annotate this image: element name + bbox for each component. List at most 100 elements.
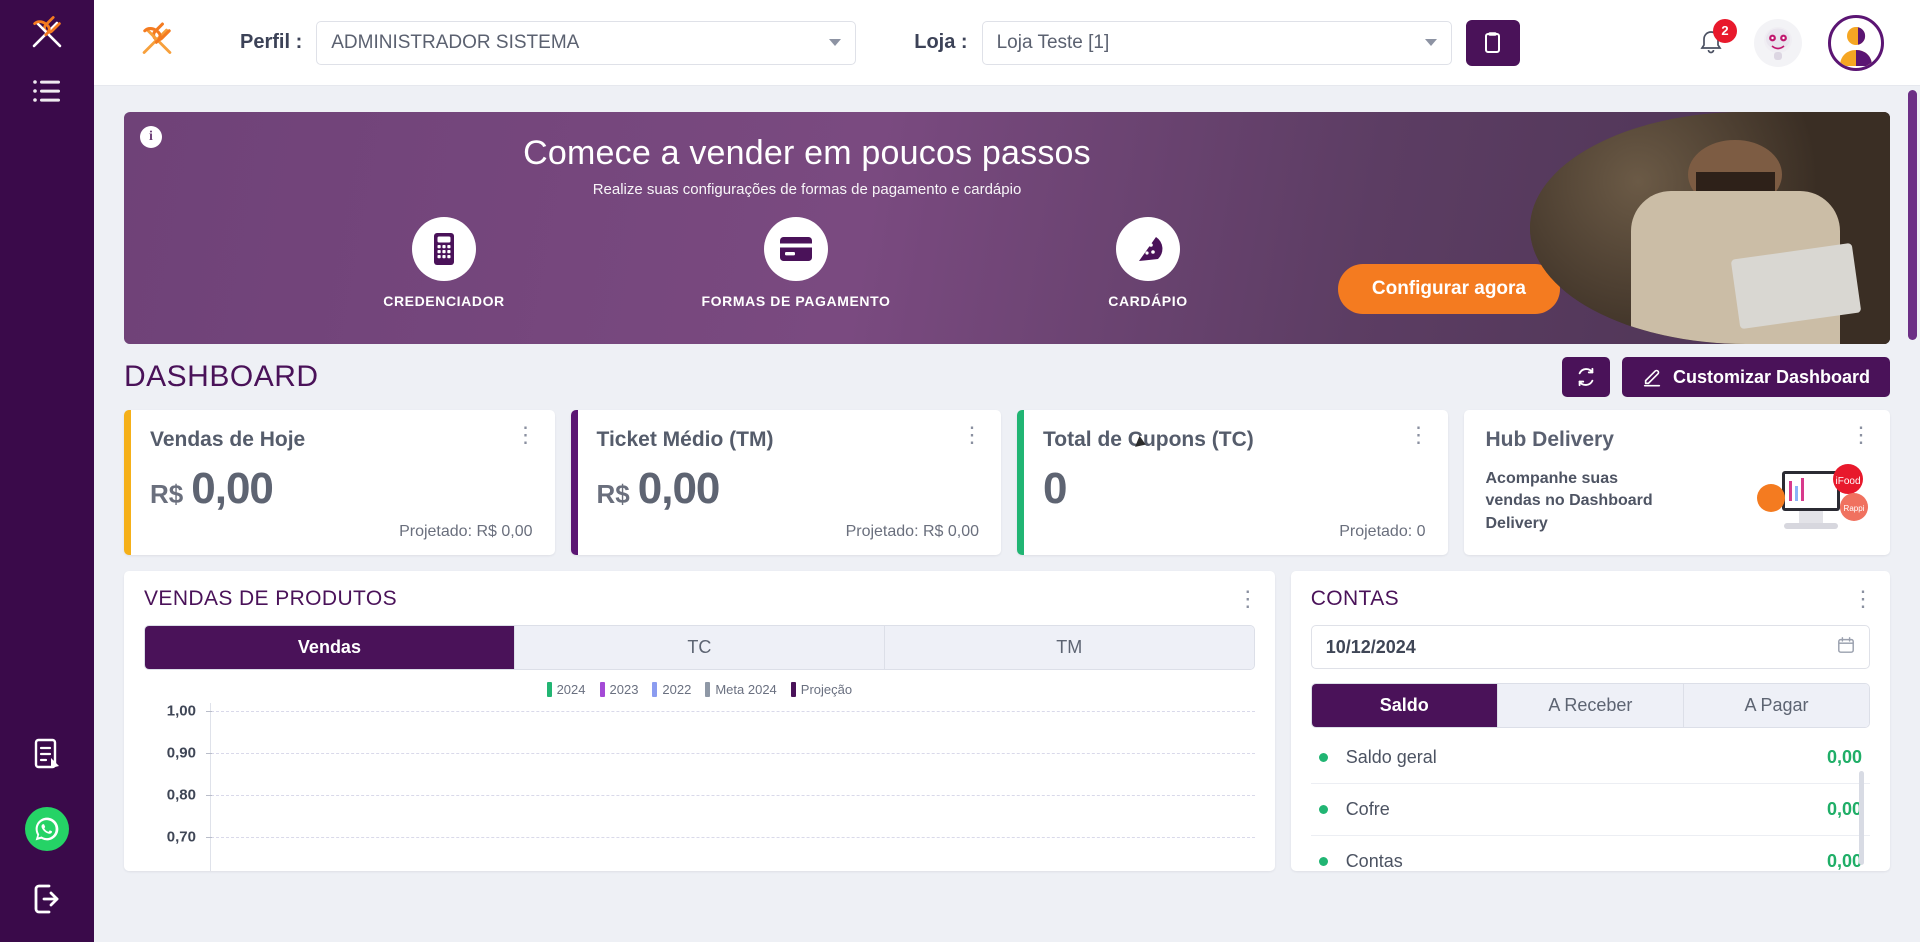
fork-knife-logo-icon [32, 16, 62, 48]
contas-date-value: 10/12/2024 [1325, 636, 1416, 657]
credit-card-icon [780, 237, 812, 261]
refresh-icon [1578, 367, 1594, 387]
logout-icon [34, 884, 59, 914]
contas-list-scrollbar[interactable] [1859, 771, 1864, 865]
list-item[interactable]: Contas 0,00 [1311, 836, 1870, 871]
kpi-row: Vendas de Hoje ⋮ R$ 0,00 Projetado: R$ 0… [124, 410, 1890, 555]
tab-saldo[interactable]: Saldo [1311, 684, 1498, 727]
account-value: 0,00 [1826, 851, 1862, 871]
copy-store-button[interactable] [1465, 19, 1520, 66]
whatsapp-icon [35, 817, 59, 841]
y-tick-label: 0,80 [166, 786, 196, 804]
hub-head: Hub Delivery ⋮ [1486, 422, 1873, 452]
kpi-projected: Projetado: 0 [1339, 523, 1426, 540]
list-item[interactable]: Saldo geral 0,00 [1310, 732, 1870, 784]
configurar-agora-button[interactable]: Configurar agora [1337, 264, 1560, 314]
step-label: CREDENCIADOR [383, 293, 505, 309]
kebab-menu-icon[interactable]: ⋮ [1852, 586, 1874, 611]
refresh-button[interactable] [1561, 357, 1610, 397]
assistant-bot-avatar[interactable] [1754, 18, 1802, 67]
contas-date-input[interactable]: 10/12/2024 [1310, 625, 1870, 669]
kebab-menu-icon[interactable]: ⋮ [1407, 422, 1430, 447]
list-item[interactable]: Cofre 0,00 [1310, 784, 1870, 836]
banner-title: Comece a vender em poucos passos [523, 134, 1091, 172]
legend-label: 2024 [556, 682, 586, 697]
kpi-projected: Projetado: R$ 0,00 [845, 523, 979, 540]
tab-tm[interactable]: TM [884, 626, 1254, 669]
customizar-dashboard-button[interactable]: Customizar Dashboard [1621, 357, 1890, 397]
perfil-value: ADMINISTRADOR SISTEMA [331, 31, 580, 53]
legend-item-meta-2024[interactable]: Meta 2024 [705, 682, 777, 697]
svg-text:iFood: iFood [1835, 476, 1860, 487]
kebab-menu-icon[interactable]: ⋮ [1850, 422, 1872, 447]
status-dot-icon [1318, 857, 1328, 866]
dashboard-actions: Customizar Dashboard [1561, 357, 1890, 397]
legend-item-2023[interactable]: 2023 [599, 682, 639, 697]
notifications-button[interactable]: 2 [1694, 18, 1737, 63]
main-area: Perfil : ADMINISTRADOR SISTEMA Loja : Lo… [94, 0, 1920, 942]
kpi-amount: 0,00 [637, 464, 721, 513]
y-tick-label: 0,70 [166, 828, 196, 846]
hub-text: Acompanhe suas vendas no Dashboard Deliv… [1485, 470, 1653, 532]
lower-panels: VENDAS DE PRODUTOS ⋮ Vendas TC TM 2024 2… [124, 571, 1890, 871]
tab-tc[interactable]: TC [514, 626, 885, 669]
fork-knife-logo-icon [142, 21, 172, 54]
sidebar-logo[interactable] [26, 8, 68, 64]
y-tick-label: 0,60 [167, 871, 196, 872]
sidebar-menu-toggle[interactable] [32, 78, 62, 109]
delivery-dashboard-illustration: iFood Rappi [1757, 464, 1868, 529]
y-tick-label: 0,90 [166, 744, 196, 762]
kpi-title: Vendas de Hoje [150, 428, 306, 451]
sidebar-item-logout[interactable] [29, 881, 65, 922]
y-tick-label: 1,00 [166, 702, 196, 720]
contas-panel: CONTAS ⋮ 10/12/2024 [1290, 571, 1890, 871]
sidebar-item-reports[interactable] [29, 736, 65, 777]
kpi-card-ticket-medio: Ticket Médio (TM) ⋮ R$ 0,00 Projetado: R… [570, 410, 1001, 555]
kebab-menu-icon[interactable]: ⋮ [1236, 586, 1259, 611]
kebab-menu-icon[interactable]: ⋮ [514, 422, 537, 447]
info-icon[interactable]: i [140, 126, 162, 148]
document-report-icon [34, 738, 59, 769]
panel-title: CONTAS [1310, 587, 1400, 610]
copy-icon [1484, 31, 1500, 53]
page-scrollbar[interactable] [1908, 90, 1917, 938]
kpi-amount: 0,00 [191, 464, 274, 513]
account-name: Contas [1345, 851, 1403, 871]
calendar-icon[interactable] [1837, 636, 1855, 659]
banner-step-cardapio[interactable]: CARDÁPIO [1088, 217, 1208, 309]
legend-item-projecao[interactable]: Projeção [790, 682, 852, 697]
banner-step-credenciador[interactable]: CREDENCIADOR [383, 217, 505, 309]
user-avatar[interactable] [1828, 14, 1884, 71]
account-name: Saldo geral [1345, 747, 1437, 767]
tab-vendas[interactable]: Vendas [145, 626, 515, 669]
dashboard-header-row: DASHBOARD [124, 344, 1890, 410]
kpi-card-vendas-hoje: Vendas de Hoje ⋮ R$ 0,00 Projetado: R$ 0… [124, 410, 555, 555]
step-icon-wrap [412, 217, 476, 281]
robot-avatar-icon [1764, 26, 1792, 60]
vendas-produtos-panel: VENDAS DE PRODUTOS ⋮ Vendas TC TM 2024 2… [124, 571, 1275, 871]
banner-photo [1530, 112, 1890, 344]
notification-badge: 2 [1713, 18, 1737, 43]
perfil-select[interactable]: ADMINISTRADOR SISTEMA [316, 20, 857, 65]
hub-delivery-card[interactable]: Hub Delivery ⋮ Acompanhe suas vendas no … [1463, 410, 1890, 555]
legend-label: 2023 [609, 682, 639, 697]
kpi-title: Total de Cupons (TC) [1043, 428, 1254, 451]
banner-step-formas-pagamento[interactable]: FORMAS DE PAGAMENTO [702, 217, 890, 309]
kpi-title: Ticket Médio (TM) [596, 428, 774, 451]
kpi-head: Vendas de Hoje ⋮ [150, 422, 537, 452]
legend-item-2024[interactable]: 2024 [546, 682, 586, 697]
sidebar-item-whatsapp[interactable] [25, 807, 69, 851]
top-bar: Perfil : ADMINISTRADOR SISTEMA Loja : Lo… [94, 0, 1920, 86]
tab-a-receber[interactable]: A Receber [1497, 684, 1684, 727]
kpi-card-total-cupons: Total de Cupons (TC) ⋮ 0 Projetado: 0 [1017, 410, 1448, 555]
panel-head: CONTAS ⋮ [1291, 571, 1890, 611]
user-avatar-icon [1840, 26, 1872, 66]
page-scrollbar-thumb[interactable] [1908, 90, 1917, 340]
perfil-label: Perfil : [240, 31, 303, 53]
loja-select[interactable]: Loja Teste [1] [981, 20, 1452, 65]
photo-illustration [1530, 112, 1890, 344]
kebab-menu-icon[interactable]: ⋮ [961, 422, 983, 447]
page-title: DASHBOARD [124, 360, 319, 393]
tab-a-pagar[interactable]: A Pagar [1683, 684, 1869, 727]
legend-item-2022[interactable]: 2022 [652, 682, 691, 697]
